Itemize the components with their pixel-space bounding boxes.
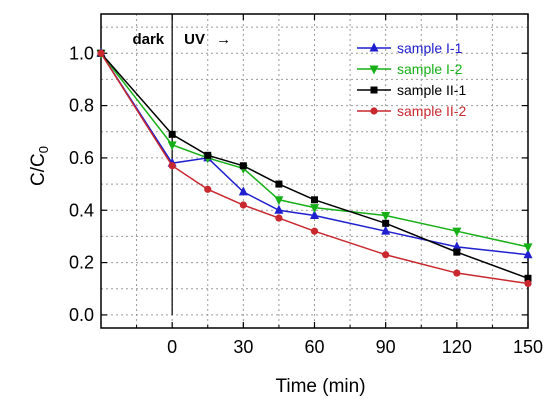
data-point xyxy=(524,274,532,282)
data-point xyxy=(97,49,105,57)
data-point xyxy=(204,151,212,159)
data-point xyxy=(274,204,284,214)
data-point xyxy=(453,248,461,256)
uv-arrow-icon: → xyxy=(216,31,231,48)
y-tick-label: 0.6 xyxy=(69,148,94,168)
y-axis-label-subscript: 0 xyxy=(36,146,51,153)
data-point xyxy=(381,211,391,221)
tick-labels: 0 30 60 90 120 150 0.0 0.2 0.4 0.6 0.8 1.0 xyxy=(69,43,543,357)
data-point xyxy=(382,251,390,259)
axis-titles: Time (min) C/C0 xyxy=(28,146,366,397)
data-point xyxy=(167,141,177,151)
data-point xyxy=(168,162,176,170)
y-tick-label: 0.0 xyxy=(69,305,94,325)
data-point xyxy=(311,196,318,204)
legend-marker xyxy=(370,107,378,115)
data-point xyxy=(524,279,532,288)
y-tick-label: 0.2 xyxy=(69,253,94,273)
data-point xyxy=(168,130,176,138)
y-axis-label: C/C0 xyxy=(28,146,51,186)
legend-marker xyxy=(369,65,379,75)
dark-label: dark xyxy=(132,31,164,48)
data-point xyxy=(523,243,533,253)
legend-label: sample I-2 xyxy=(397,61,463,77)
annotation-layer: dark UV → xyxy=(132,14,231,315)
data-point xyxy=(310,204,319,214)
y-axis-label-main: C/C xyxy=(28,153,49,186)
legend-marker xyxy=(370,86,378,94)
data-point xyxy=(452,241,462,251)
data-point xyxy=(238,186,248,196)
legend-label: sample II-1 xyxy=(397,82,466,98)
legend-marker xyxy=(369,42,379,52)
data-point xyxy=(239,162,247,170)
legend-item: sample II-1 xyxy=(357,82,466,98)
series-layer xyxy=(96,47,533,288)
x-tick-label: 120 xyxy=(442,337,472,357)
data-point xyxy=(453,269,461,277)
series-sample-ii-2 xyxy=(97,49,532,288)
data-point xyxy=(452,227,462,237)
y-tick-label: 0.8 xyxy=(69,96,94,116)
legend-item: sample I-1 xyxy=(357,40,463,56)
data-point xyxy=(382,219,390,227)
data-point xyxy=(310,209,319,219)
data-point xyxy=(274,196,284,206)
data-point xyxy=(381,225,391,235)
legend-item: sample I-2 xyxy=(357,61,463,77)
x-tick-label: 60 xyxy=(304,337,324,357)
x-tick-label: 0 xyxy=(167,337,177,357)
data-point xyxy=(204,185,212,193)
x-tick-label: 150 xyxy=(513,337,543,357)
legend: sample I-1 sample I-2 sample II-1 sample II… xyxy=(357,40,466,119)
x-tick-label: 30 xyxy=(233,337,253,357)
legend-item: sample II-2 xyxy=(357,103,466,119)
data-point xyxy=(310,227,319,235)
legend-label: sample I-1 xyxy=(397,40,463,56)
data-point xyxy=(275,214,283,222)
grid-layer xyxy=(101,14,528,328)
legend-label: sample II-2 xyxy=(397,103,466,119)
data-point xyxy=(239,201,247,209)
x-axis-label: Time (min) xyxy=(275,376,365,397)
x-tick-label: 90 xyxy=(376,337,396,357)
data-point xyxy=(523,249,533,259)
y-tick-label: 1.0 xyxy=(69,43,94,63)
y-tick-label: 0.4 xyxy=(69,200,94,220)
data-point xyxy=(275,180,283,188)
uv-label: UV xyxy=(184,31,205,48)
